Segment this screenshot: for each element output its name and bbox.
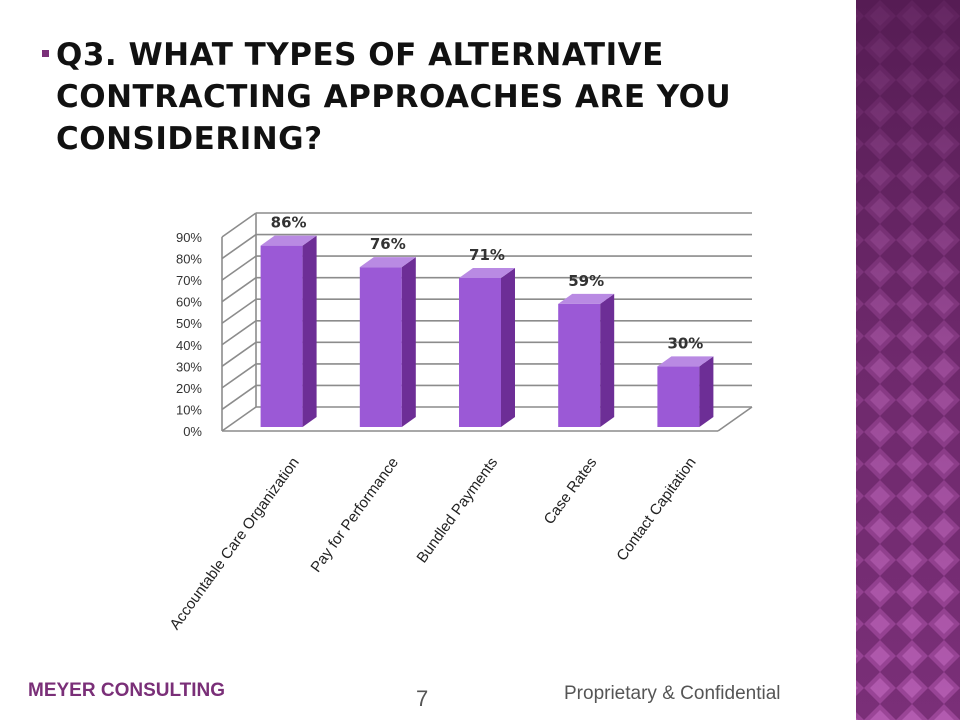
data-label: 86% [271, 214, 307, 232]
bar [459, 277, 501, 427]
side-wall-line [221, 298, 257, 324]
data-label: 71% [469, 246, 505, 264]
y-tick-label: 10% [176, 402, 202, 417]
side-wall-line [221, 320, 257, 346]
y-tick-label: 30% [176, 359, 202, 374]
bar-side [501, 267, 515, 427]
y-tick-label: 70% [176, 273, 202, 288]
x-tick-label: Bundled Payments [413, 454, 501, 566]
y-tick-label: 20% [176, 381, 202, 396]
y-tick-label: 60% [176, 295, 202, 310]
side-wall-line [221, 277, 257, 303]
data-label: 59% [568, 272, 604, 290]
floor-right-edge [717, 406, 753, 432]
page-number: 7 [416, 686, 429, 711]
bar [260, 245, 303, 427]
title-bullet-marker [42, 50, 49, 57]
bar-top [359, 257, 416, 268]
bar-side [699, 356, 714, 427]
y-tick-label: 0% [183, 424, 202, 439]
side-band-shade [856, 0, 960, 720]
side-wall-line [221, 233, 257, 260]
x-tick-label: Case Rates [541, 454, 601, 527]
bar-top [459, 267, 515, 278]
y-tick-label: 40% [176, 338, 202, 353]
bar-side [302, 235, 317, 427]
bar-top [657, 356, 714, 367]
side-wall-line [221, 384, 257, 411]
y-tick-label: 90% [176, 230, 202, 245]
x-tick-label: Contact Capitation [613, 454, 699, 564]
bar [558, 303, 601, 427]
bar-top [260, 235, 317, 246]
y-tick-label: 80% [176, 252, 202, 267]
bar [657, 366, 700, 427]
bar-side [600, 293, 615, 427]
data-label: 30% [667, 334, 703, 352]
side-wall-line [221, 363, 257, 389]
data-label: 76% [370, 235, 406, 253]
side-wall-line [221, 255, 257, 281]
x-tick-label: Accountable Care Organization [167, 454, 303, 633]
side-wall-line [221, 406, 257, 432]
side-wall-line [221, 341, 257, 367]
bar [359, 267, 402, 427]
bar-top [558, 293, 615, 304]
slide-title: Q3. WHAT TYPES OF ALTERNATIVE CONTRACTIN… [56, 37, 732, 157]
bar-side [401, 257, 416, 427]
footer-confidential: Proprietary & Confidential [564, 683, 781, 704]
side-wall-line [221, 212, 257, 238]
footer-company: MEYER CONSULTING [28, 680, 226, 701]
y-tick-label: 50% [176, 316, 202, 331]
x-tick-label: Pay for Performance [307, 454, 402, 575]
